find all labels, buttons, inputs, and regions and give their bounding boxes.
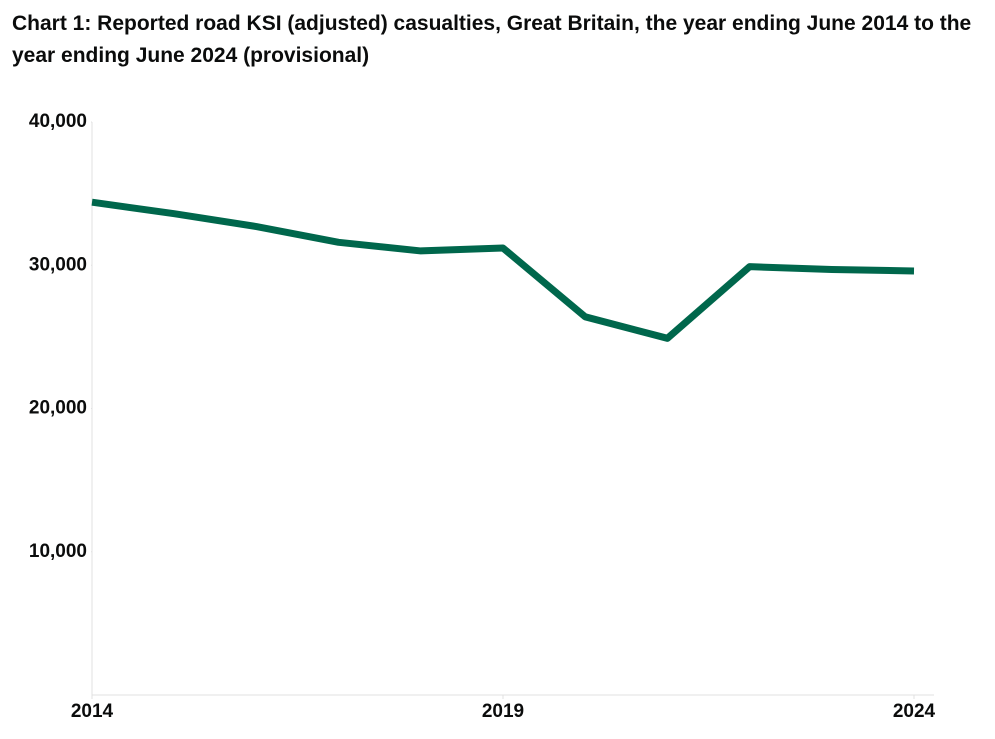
x-tick-label: 2014 [71,701,114,722]
x-tick-label: 2024 [893,701,936,722]
y-tick-label: 40,000 [29,111,87,132]
y-tick-label: 30,000 [29,254,87,275]
x-tick-label: 2019 [482,701,524,722]
y-tick-label: 10,000 [29,541,87,562]
data-line [91,198,915,342]
chart-title: Chart 1: Reported road KSI (adjusted) ca… [12,12,972,67]
y-tick-label: 20,000 [29,398,87,419]
